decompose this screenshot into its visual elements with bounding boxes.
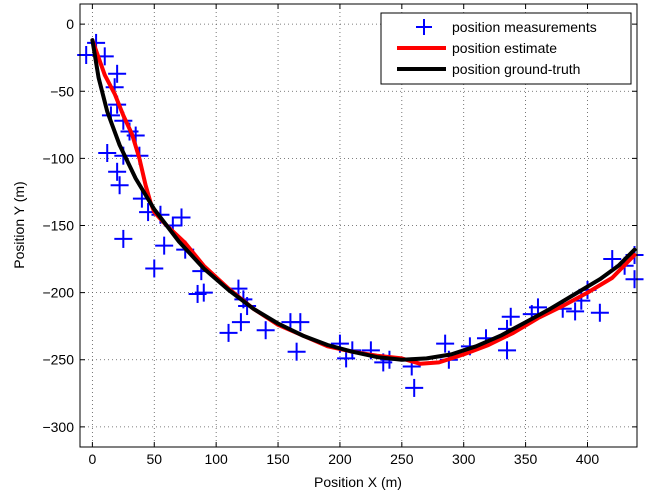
measurement-point — [590, 303, 609, 322]
y-tick-label: −200 — [42, 285, 74, 301]
measurement-point — [405, 378, 424, 397]
x-axis-label: Position X (m) — [314, 474, 402, 490]
measurement-point — [498, 341, 517, 360]
measurement-point — [108, 162, 127, 181]
measurement-point — [231, 313, 250, 332]
measurement-point — [337, 349, 356, 368]
y-tick-label: −50 — [50, 83, 74, 99]
measurement-point — [98, 144, 117, 163]
x-tick-label: 250 — [390, 451, 414, 467]
series-layer — [77, 33, 644, 397]
y-tick-label: −150 — [42, 218, 74, 234]
legend-item-measurements: position measurements — [416, 19, 597, 35]
legend-label-ground-truth: position ground-truth — [452, 61, 580, 77]
legend-item-estimate: position estimate — [397, 40, 557, 56]
ground-truth-line — [90, 38, 637, 362]
ticks: 0 50 100 150 200 250 300 350 400 0 −50 −100 −150 −200… — [42, 4, 637, 467]
x-tick-label: 100 — [204, 451, 228, 467]
y-axis-label: Position Y (m) — [11, 181, 27, 268]
legend-label-measurements: position measurements — [452, 19, 597, 35]
y-tick-label: −100 — [42, 150, 74, 166]
x-tick-label: 50 — [146, 451, 162, 467]
measurement-point — [110, 176, 129, 195]
x-tick-label: 200 — [328, 451, 352, 467]
measurement-point — [108, 64, 127, 83]
measurement-point — [501, 307, 520, 326]
x-tick-label: 400 — [576, 451, 600, 467]
measurement-point — [155, 236, 174, 255]
y-tick-label: −300 — [42, 419, 74, 435]
measurement-point — [256, 321, 275, 340]
y-tick-label: −250 — [42, 352, 74, 368]
measurement-point — [172, 208, 191, 227]
measurement-point — [219, 323, 238, 342]
measurement-point — [436, 334, 455, 353]
measurement-point — [603, 250, 622, 269]
legend: position measurements position estimate … — [380, 12, 632, 85]
x-tick-label: 300 — [452, 451, 476, 467]
x-tick-label: 0 — [88, 451, 96, 467]
measurement-point — [625, 270, 644, 289]
legend-label-estimate: position estimate — [452, 40, 557, 56]
measurement-point — [188, 284, 207, 303]
measurement-point — [114, 229, 133, 248]
x-tick-label: 350 — [514, 451, 538, 467]
measurement-point — [287, 342, 306, 361]
legend-item-ground-truth: position ground-truth — [397, 61, 580, 77]
measurement-point — [566, 302, 585, 321]
measurement-point — [291, 313, 310, 332]
y-tick-label: 0 — [66, 16, 74, 32]
measurement-point — [145, 259, 164, 278]
x-tick-label: 150 — [266, 451, 290, 467]
